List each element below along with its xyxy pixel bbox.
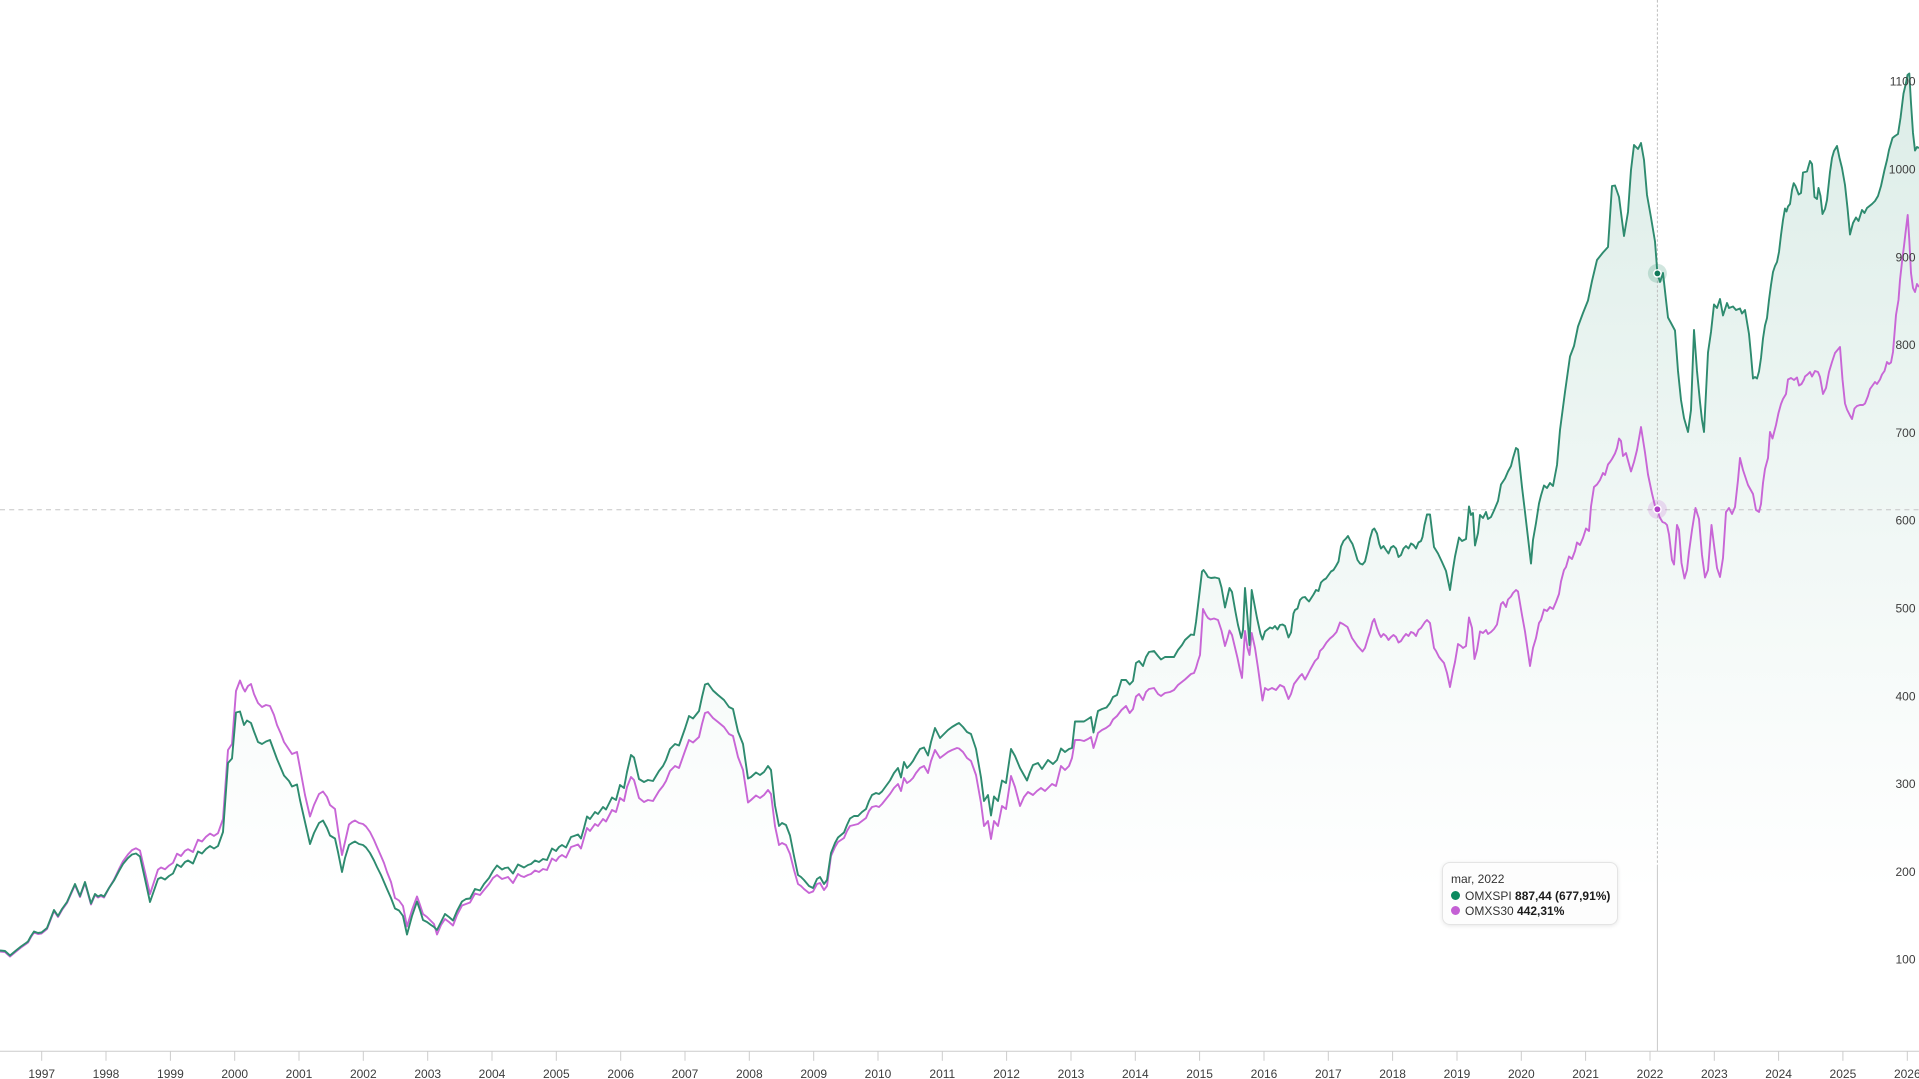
svg-text:2012: 2012 bbox=[993, 1067, 1020, 1079]
svg-text:1997: 1997 bbox=[28, 1067, 55, 1079]
svg-text:2001: 2001 bbox=[286, 1067, 313, 1079]
svg-text:2009: 2009 bbox=[800, 1067, 827, 1079]
svg-text:2013: 2013 bbox=[1058, 1067, 1085, 1079]
svg-text:2017: 2017 bbox=[1315, 1067, 1342, 1079]
svg-text:2026: 2026 bbox=[1894, 1067, 1919, 1079]
svg-text:700: 700 bbox=[1895, 426, 1915, 440]
svg-text:2018: 2018 bbox=[1379, 1067, 1406, 1079]
svg-text:2023: 2023 bbox=[1701, 1067, 1728, 1079]
svg-text:2000: 2000 bbox=[221, 1067, 248, 1079]
svg-text:2022: 2022 bbox=[1637, 1067, 1664, 1079]
svg-text:2005: 2005 bbox=[543, 1067, 570, 1079]
svg-text:2015: 2015 bbox=[1186, 1067, 1213, 1079]
svg-text:1100: 1100 bbox=[1890, 75, 1916, 89]
svg-text:2003: 2003 bbox=[414, 1067, 441, 1079]
svg-text:500: 500 bbox=[1895, 602, 1915, 616]
svg-text:1998: 1998 bbox=[93, 1067, 120, 1079]
svg-text:2011: 2011 bbox=[929, 1067, 955, 1079]
svg-text:1000: 1000 bbox=[1889, 163, 1916, 177]
svg-text:2024: 2024 bbox=[1765, 1067, 1792, 1079]
svg-text:1999: 1999 bbox=[157, 1067, 184, 1079]
svg-text:2004: 2004 bbox=[479, 1067, 506, 1079]
svg-text:600: 600 bbox=[1895, 514, 1915, 528]
svg-text:2016: 2016 bbox=[1251, 1067, 1278, 1079]
svg-text:2014: 2014 bbox=[1122, 1067, 1149, 1079]
svg-text:2020: 2020 bbox=[1508, 1067, 1535, 1079]
svg-text:2006: 2006 bbox=[607, 1067, 634, 1079]
svg-text:100: 100 bbox=[1895, 953, 1915, 967]
svg-text:2010: 2010 bbox=[865, 1067, 892, 1079]
svg-text:900: 900 bbox=[1895, 250, 1915, 264]
svg-text:2021: 2021 bbox=[1572, 1067, 1599, 1079]
svg-text:2007: 2007 bbox=[672, 1067, 699, 1079]
svg-text:400: 400 bbox=[1895, 689, 1915, 703]
svg-text:800: 800 bbox=[1895, 338, 1915, 352]
svg-text:2002: 2002 bbox=[350, 1067, 377, 1079]
svg-text:2019: 2019 bbox=[1444, 1067, 1471, 1079]
svg-text:300: 300 bbox=[1895, 777, 1915, 791]
svg-text:200: 200 bbox=[1895, 865, 1915, 879]
svg-text:2008: 2008 bbox=[736, 1067, 763, 1079]
svg-text:2025: 2025 bbox=[1830, 1067, 1857, 1079]
